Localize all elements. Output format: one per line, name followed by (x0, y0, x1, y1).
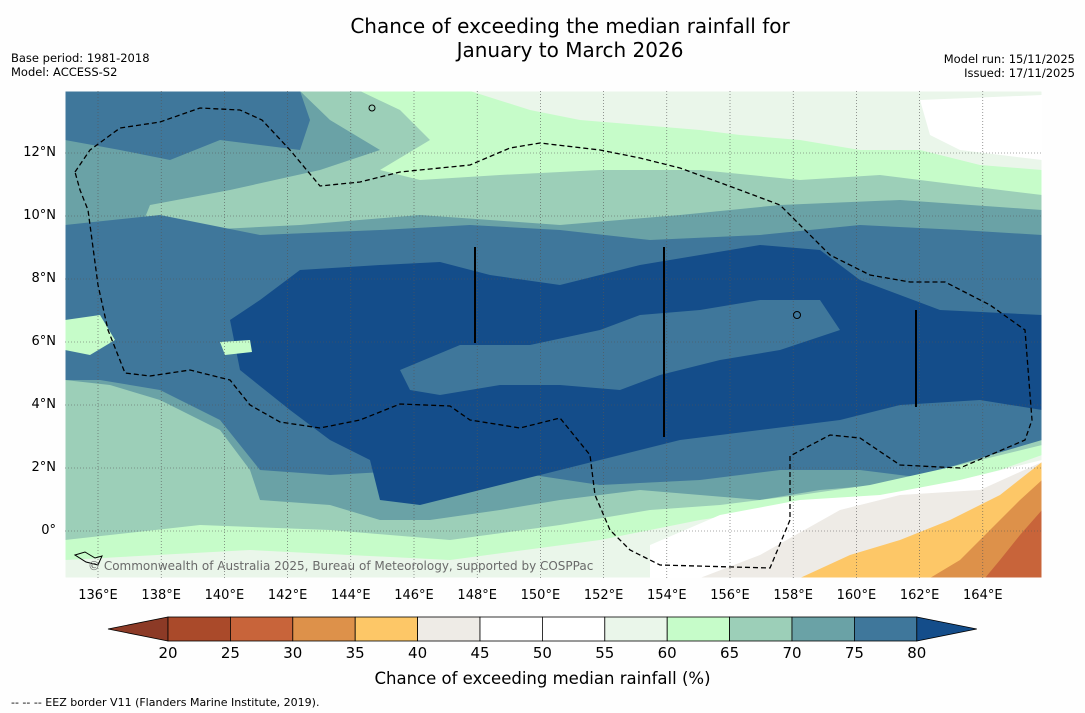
longitude-label: 148°E (457, 588, 497, 603)
colorbar-tick-label: 25 (220, 644, 240, 662)
latitude-label: 0° (41, 523, 56, 538)
colorbar-title: Chance of exceeding median rainfall (%) (374, 669, 711, 688)
longitude-label: 160°E (836, 588, 877, 603)
colorbar-tick-label: 45 (470, 644, 490, 662)
colorbar-tick-label: 70 (782, 644, 802, 662)
longitude-label: 154°E (647, 588, 687, 603)
map-field (65, 91, 1042, 578)
colorbar-under-arrow (107, 616, 169, 642)
latitude-label: 12°N (23, 145, 56, 160)
longitude-label: 138°E (141, 588, 181, 603)
colorbar (107, 616, 977, 642)
colorbar-tick-label: 20 (158, 644, 178, 662)
band-75-80-intrusion (400, 300, 840, 395)
colorbar-segment (542, 616, 606, 642)
colorbar-tick-label: 60 (657, 644, 677, 662)
longitude-label: 156°E (710, 588, 750, 603)
longitude-label: 152°E (583, 588, 624, 603)
model-run: Model run: 15/11/2025 (943, 52, 1075, 66)
colorbar-tick-label: 40 (408, 644, 428, 662)
latitude-label: 4°N (31, 397, 57, 412)
colorbar-tick-label: 50 (532, 644, 552, 662)
base-period: Base period: 1981-2018 (11, 51, 150, 65)
colorbar-segment (854, 616, 918, 642)
colorbar-tick-label: 55 (595, 644, 615, 662)
colorbar-tick-label: 75 (844, 644, 864, 662)
colorbar-segment (791, 616, 855, 642)
colorbar-tick-label: 30 (283, 644, 303, 662)
copyright-text: © Commonwealth of Australia 2025, Bureau… (88, 559, 594, 573)
colorbar-over-arrow (916, 616, 977, 642)
title-line-1: Chance of exceeding the median rainfall … (350, 14, 790, 38)
map-title: Chance of exceeding the median rainfall … (0, 14, 1085, 62)
colorbar-segment (666, 616, 731, 642)
latitude-label: 2°N (31, 460, 57, 475)
band-60-65-small-patch (220, 340, 252, 355)
footer-note: -- -- -- EEZ border V11 (Flanders Marine… (11, 696, 320, 709)
longitude-label: 136°E (78, 588, 118, 603)
longitude-label: 162°E (899, 588, 940, 603)
model-name: Model: ACCESS-S2 (11, 65, 118, 79)
island-outline (73, 551, 103, 566)
colorbar-segment (229, 616, 294, 642)
band-25-30-southeast (985, 510, 1042, 578)
band-60-65-west-patch (65, 315, 115, 355)
longitude-label: 144°E (331, 588, 371, 603)
longitude-label: 140°E (204, 588, 245, 603)
title-line-2: January to March 2026 (456, 38, 684, 62)
island-outline (368, 104, 376, 112)
longitude-label: 164°E (963, 588, 1003, 603)
issued-date: Issued: 17/11/2025 (964, 66, 1075, 80)
meta-left: Base period: 1981-2018 Model: ACCESS-S2 (11, 51, 150, 79)
graticule (65, 91, 1042, 578)
longitude-label: 142°E (267, 588, 308, 603)
colorbar-segment (354, 616, 419, 642)
meta-right: Model run: 15/11/2025 Issued: 17/11/2025 (944, 52, 1075, 80)
colorbar-tick-label: 80 (907, 644, 927, 662)
longitude-label: 158°E (773, 588, 813, 603)
band-50-55-northeast (920, 95, 1042, 160)
island-outline (793, 311, 801, 319)
longitude-label: 146°E (394, 588, 434, 603)
colorbar-segment (604, 616, 668, 642)
colorbar-segment (417, 616, 481, 642)
colorbar-segment (167, 616, 231, 642)
colorbar-segment (292, 616, 356, 642)
band-75-80-northwest (65, 91, 310, 160)
colorbar-tick-label: 35 (345, 644, 365, 662)
map-frame (64, 90, 1043, 579)
latitude-label: 8°N (31, 271, 57, 286)
longitude-label: 150°E (520, 588, 561, 603)
latitude-label: 10°N (23, 208, 56, 223)
colorbar-segment (729, 616, 793, 642)
colorbar-segment (479, 616, 543, 642)
eez-border (74, 107, 1033, 569)
colorbar-tick-label: 65 (720, 644, 740, 662)
band-55-60-north (470, 91, 1042, 170)
latitude-label: 6°N (31, 334, 57, 349)
